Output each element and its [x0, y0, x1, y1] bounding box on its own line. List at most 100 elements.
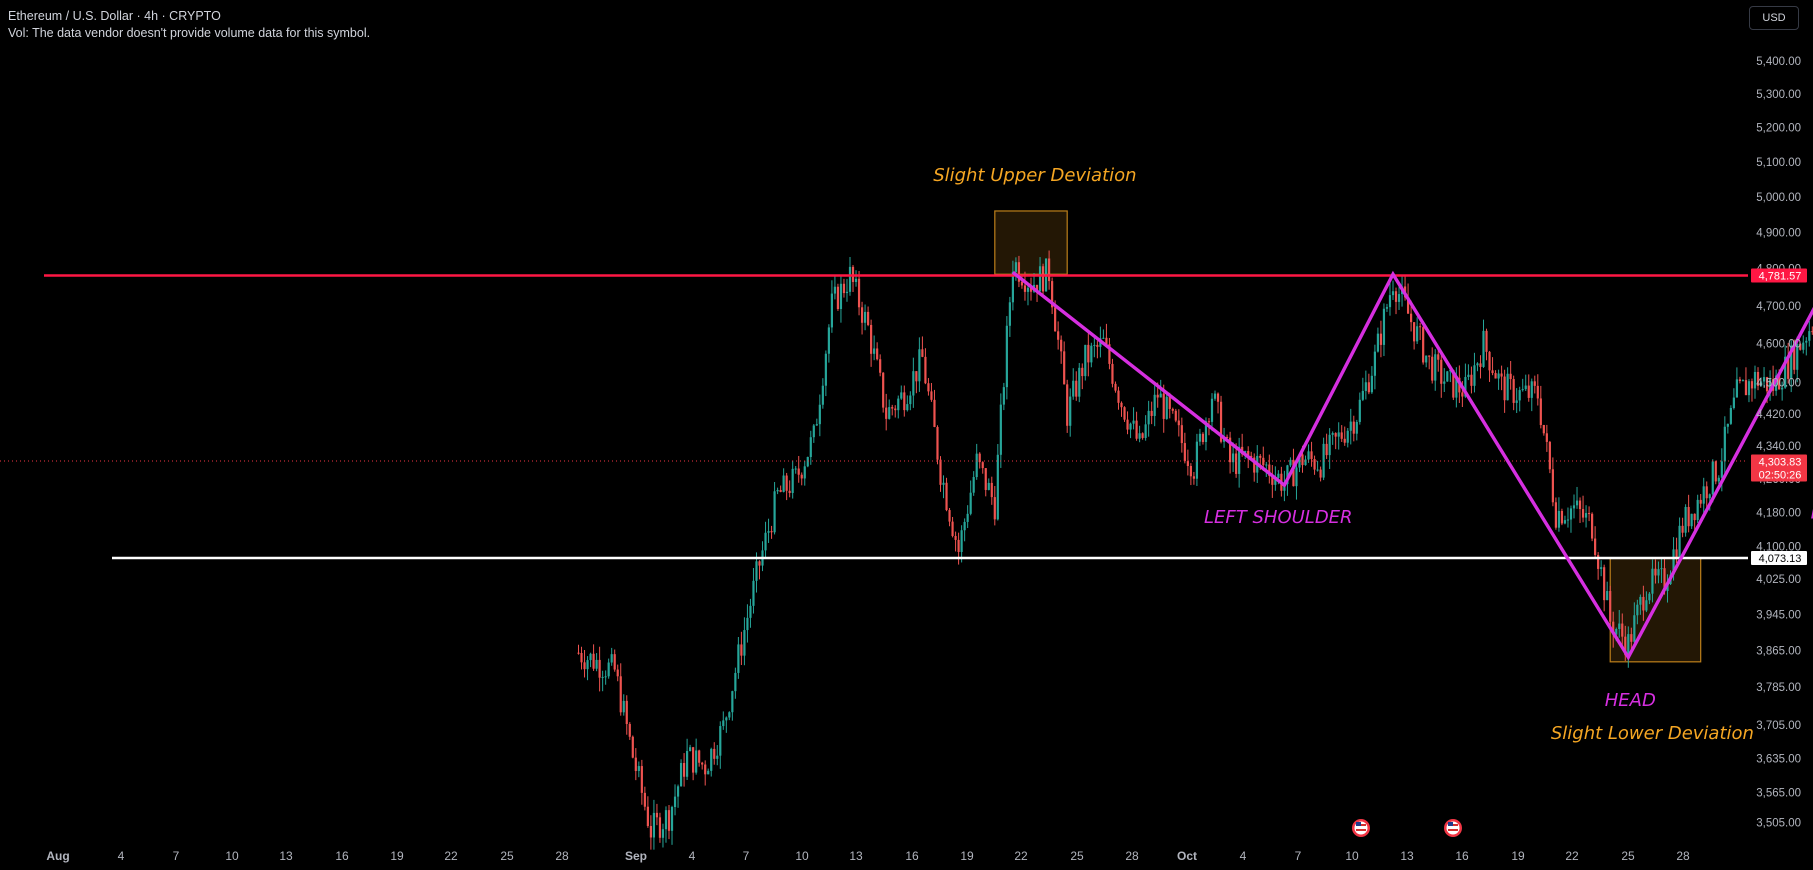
candle — [857, 270, 861, 316]
candle — [912, 357, 915, 408]
candle — [1346, 428, 1349, 448]
candle — [1002, 382, 1005, 411]
candle — [1642, 585, 1645, 621]
candle — [1491, 357, 1494, 376]
candle — [1811, 326, 1813, 335]
candle — [1802, 335, 1805, 354]
candle — [1066, 379, 1069, 433]
price-axis[interactable]: 5,400.00 5,300.00 5,200.00 5,100.00 5,000.00… — [1751, 56, 1807, 830]
us-flag-event-icon[interactable] — [1444, 819, 1462, 837]
candle — [1648, 592, 1651, 605]
head-and-shoulders-path[interactable] — [1011, 270, 1813, 661]
candle — [885, 393, 888, 431]
time-tick-label: 22 — [1014, 849, 1028, 863]
candle — [610, 647, 613, 666]
candle — [1744, 367, 1748, 396]
candle — [1090, 342, 1093, 368]
candle — [1696, 494, 1699, 524]
candle — [966, 505, 969, 529]
price-tick-label: 4,100.00 — [1756, 541, 1801, 553]
candle — [1440, 351, 1443, 398]
candle — [1723, 416, 1726, 475]
candle — [1416, 317, 1419, 345]
price-tag-text: 4,781.57 — [1759, 271, 1802, 283]
candle — [1762, 367, 1766, 388]
candle — [1271, 465, 1274, 498]
candle — [673, 784, 677, 816]
candle — [1310, 441, 1313, 467]
candle — [1506, 367, 1509, 401]
candle — [1563, 515, 1567, 525]
candle — [1319, 466, 1322, 482]
candle — [1379, 320, 1383, 358]
price-tick-label: 4,340.00 — [1756, 441, 1801, 453]
candle — [1129, 422, 1132, 439]
candle — [595, 653, 598, 672]
candle — [589, 652, 592, 668]
candle — [1591, 512, 1594, 542]
candle — [1229, 431, 1232, 474]
candle — [1174, 408, 1177, 423]
candle — [622, 694, 625, 716]
candle — [719, 721, 722, 769]
candle — [1135, 411, 1138, 441]
price-tick-label: 4,420.00 — [1756, 409, 1801, 421]
candle — [975, 443, 978, 480]
candle — [670, 805, 674, 845]
candle — [873, 335, 876, 361]
candle — [924, 348, 927, 385]
price-tick-label: 3,505.00 — [1756, 818, 1801, 830]
candle — [707, 768, 710, 775]
candle — [1060, 335, 1063, 364]
candle — [1171, 407, 1174, 414]
candle — [1072, 368, 1075, 400]
candle — [1138, 425, 1141, 443]
candle — [1551, 457, 1554, 507]
candle — [1681, 517, 1684, 538]
candle — [1304, 455, 1307, 466]
candle — [996, 444, 999, 521]
currency-button[interactable]: USD — [1749, 6, 1799, 30]
candle — [900, 385, 903, 400]
us-flag-event-icon[interactable] — [1352, 819, 1370, 837]
candle — [743, 617, 746, 666]
candle — [716, 745, 719, 766]
price-tick-label: 4,500.00 — [1756, 377, 1801, 389]
candle — [1108, 338, 1111, 370]
candle — [936, 425, 939, 465]
candle — [1545, 424, 1548, 452]
candle — [987, 478, 990, 491]
candle — [583, 649, 586, 678]
time-tick-label: 4 — [689, 849, 696, 863]
candle — [1594, 526, 1597, 557]
candle — [1078, 363, 1081, 403]
candle — [939, 456, 942, 492]
candle — [821, 378, 824, 409]
candle — [601, 670, 604, 692]
candle — [1087, 333, 1090, 377]
candle — [698, 749, 701, 767]
candle — [592, 644, 595, 671]
candle — [752, 567, 755, 614]
candle — [1425, 355, 1428, 368]
candle — [1069, 388, 1072, 437]
candle — [1313, 455, 1316, 475]
time-tick-label: 7 — [173, 849, 180, 863]
candle — [1349, 408, 1352, 445]
candle — [918, 337, 921, 392]
candle — [676, 784, 680, 808]
candle — [1385, 303, 1389, 312]
candle — [891, 404, 894, 416]
candle — [740, 631, 743, 666]
price-tick-label: 3,635.00 — [1756, 753, 1801, 765]
candle — [701, 761, 704, 770]
candle — [1295, 463, 1298, 500]
candle — [903, 385, 906, 417]
candle — [616, 664, 619, 682]
candle — [1684, 504, 1687, 537]
candle — [664, 806, 668, 843]
time-axis[interactable]: Aug 4 7 10 13 16 19 22 25 28 Sep 4 7 10 13 16 19 22 25 28 Oc… — [46, 849, 1690, 863]
candle — [1394, 287, 1398, 315]
